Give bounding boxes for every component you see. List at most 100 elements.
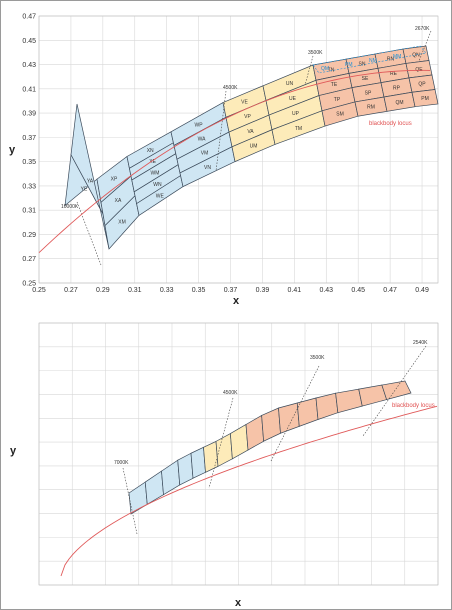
temperature-label: 10000K [61, 204, 79, 210]
x-tick-label: 0.47 [383, 287, 397, 294]
y-tick-label: 0.39 [22, 111, 36, 118]
temperature-label: 4500K [223, 390, 238, 396]
ansi-quadrangle [278, 402, 300, 434]
isotemperature-line [208, 397, 234, 489]
quadrangle-label: RP [393, 85, 401, 91]
y-tick-label: 0.31 [22, 208, 36, 215]
quadrangle-label: WN [153, 182, 162, 188]
quadrangle-label: XE [149, 159, 156, 165]
temperature-label: 3500K [310, 355, 325, 361]
blackbody-locus-curve [60, 405, 438, 577]
plot-frame [38, 15, 439, 284]
quadrangle-label: QP [418, 82, 426, 88]
x-tick-label: 0.29 [96, 287, 110, 294]
quadrangle-label: QN [412, 53, 420, 59]
x-tick-label: 0.39 [256, 287, 270, 294]
x-tick-label: 0.31 [128, 287, 142, 294]
ansi-quadrangle [190, 446, 206, 479]
quadrangle-label: YE [81, 186, 88, 192]
quadrangle-label: XP [111, 177, 118, 183]
ansi-quadrangle [230, 423, 249, 460]
temperature-label: 2540K [413, 340, 428, 346]
temperature-label: 2670K [415, 26, 430, 32]
x-tick-label: 0.25 [32, 287, 46, 294]
x-axis-label: x [233, 295, 240, 306]
isotemperature-line [418, 30, 432, 62]
quadrangle-label: TP [334, 97, 341, 103]
ansi-quadrangle [315, 392, 339, 420]
ansi-quadrangle [245, 414, 264, 451]
temperature-label: 4500K [223, 85, 238, 91]
ansi-quadrangle [335, 388, 363, 414]
y-tick-label: 0.35 [22, 159, 36, 166]
quadrangle-label: XA [115, 198, 122, 204]
ansi-quadrangle [296, 397, 319, 427]
quadrangle-label: RN [387, 57, 395, 63]
y-tick-label: 0.43 [22, 62, 36, 69]
isotemperature-line [304, 55, 314, 86]
quadrangle-label: VN [204, 165, 211, 171]
quadrangle-label: YA [87, 178, 94, 184]
quadrangle-label: QM [321, 66, 329, 72]
bottom-chromaticity-chart: 7000K 4500K 3500K 2540K blackbody locus x y [10, 322, 439, 609]
ansi-quadrangle [411, 89, 439, 108]
quadrangle-label: MM [393, 54, 401, 60]
ansi-quadrangle [177, 452, 194, 486]
y-axis-label: y [10, 445, 17, 457]
locus-label: blackbody locus [369, 121, 412, 127]
quadrangle-label: WE [156, 193, 165, 199]
quadrangle-label: PM [345, 62, 353, 68]
x-axis-label: x [235, 597, 242, 609]
quadrangle-label: RM [367, 105, 375, 111]
y-tick-label: 0.29 [22, 232, 36, 239]
locus-label: blackbody locus [392, 403, 435, 409]
quadrangle-label: WM [151, 171, 160, 177]
quadrangle-label: WA [198, 137, 207, 143]
quadrangle-label: UM [250, 144, 258, 150]
quadrangle-label: XN [147, 148, 154, 154]
isotemperature-line [76, 201, 102, 266]
temperature-label: 7000K [114, 460, 129, 466]
quadrangle-label: UP [292, 111, 300, 117]
y-axis-label: y [9, 144, 16, 156]
x-tick-label: 0.35 [192, 287, 206, 294]
isotemperature-line [215, 90, 227, 172]
quadrangle-label: WP [194, 122, 203, 128]
ansi-quadrangle [144, 470, 164, 505]
quadrangle-label: RE [390, 71, 398, 77]
quadrangle-label: VA [247, 129, 254, 135]
y-tick-label: 0.27 [22, 256, 36, 263]
ansi-quadrangle [203, 440, 219, 473]
y-tick-label: 0.37 [22, 135, 36, 142]
quadrangle-label: VP [244, 114, 251, 120]
plot-frame [38, 322, 439, 586]
quadrangle-label: PM [421, 96, 429, 102]
quadrangle-label: SM [336, 112, 344, 118]
quadrangle-label: NM [369, 58, 377, 64]
blackbody-locus-curve [38, 69, 431, 253]
ansi-quadrangle [358, 384, 388, 407]
y-tick-label: 0.33 [22, 183, 36, 190]
quadrangle-label: XM [118, 219, 126, 225]
x-tick-label: 0.37 [224, 287, 238, 294]
ansi-quadrangle [261, 407, 281, 442]
y-tick-label: 0.41 [22, 86, 36, 93]
quadrangle-label: TM [295, 126, 302, 132]
quadrangle-label: QM [395, 100, 403, 106]
top-chromaticity-chart: YE YA XP XA XM XN XE WM WN WE WP WA VM VN VE VP VA UM UN UE… [9, 14, 439, 306]
x-tick-label: 0.27 [64, 287, 78, 294]
quadrangle-label: TE [331, 82, 338, 88]
quadrangle-label: UN [286, 81, 294, 87]
ansi-quadrangle [215, 432, 233, 467]
quadrangle-label: VM [201, 151, 209, 157]
x-tick-label: 0.33 [160, 287, 174, 294]
y-tick-label: 0.45 [22, 38, 36, 45]
quadrangle-label: UE [289, 96, 297, 102]
y-tick-label: 0.25 [22, 281, 36, 288]
isotemperature-line [362, 345, 427, 437]
x-tick-label: 0.41 [288, 287, 302, 294]
isotemperature-line [122, 467, 138, 535]
temperature-label: 3500K [308, 50, 323, 56]
ansi-quadrangle [381, 380, 412, 400]
